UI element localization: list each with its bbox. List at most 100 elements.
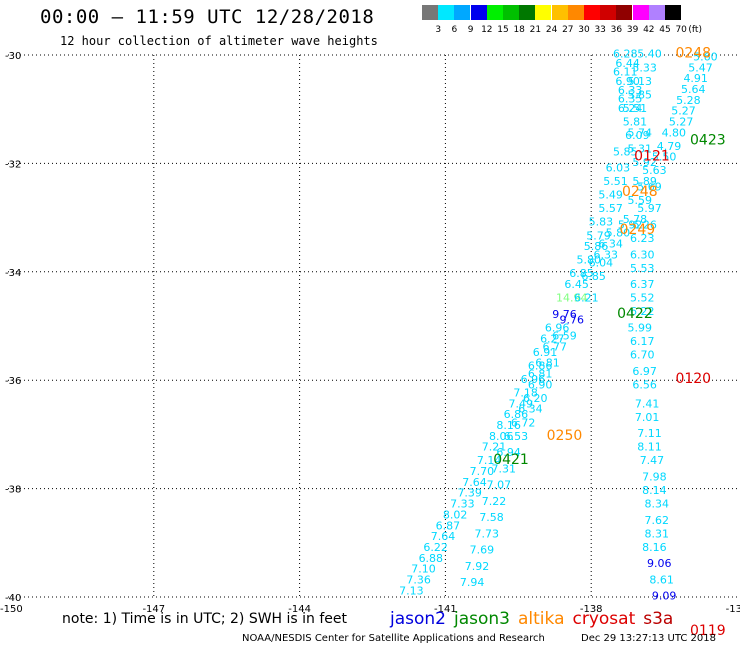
pass-time-label: 0248: [622, 184, 658, 200]
legend-swatch: [454, 5, 471, 20]
x-tick-label: -138: [580, 604, 603, 615]
wave-height-label: 6.28: [613, 48, 638, 61]
legend-swatch: [616, 5, 633, 20]
wave-height-label: 7.10: [411, 563, 436, 576]
legend-level-label: 36: [610, 25, 623, 35]
point-layer: 6.286.446.116.906.336.356.245.816.095.85…: [399, 48, 718, 603]
x-tick-label: -150: [0, 604, 23, 615]
wave-height-label: 6.45: [564, 278, 589, 291]
wave-height-label: 7.39: [457, 487, 482, 500]
legend-swatch: [600, 5, 617, 20]
wave-height-label: 6.59: [552, 330, 577, 343]
wave-height-label: 6.87: [436, 519, 461, 532]
legend-swatch: [648, 5, 665, 20]
legend-level-label: 45: [659, 25, 671, 35]
satellite-label: cryosat: [572, 609, 636, 629]
wave-height-label: 7.31: [491, 462, 516, 475]
wave-height-label: 6.90: [528, 378, 553, 391]
legend-level-label: 9: [467, 25, 474, 35]
wave-height-label: 6.91: [533, 346, 558, 359]
legend-swatch: [665, 5, 681, 20]
wave-height-label: 6.86: [528, 359, 553, 372]
x-tick-label: -144: [288, 604, 311, 615]
wave-height-label: 6.85: [569, 267, 594, 280]
satellite-label: jason2: [390, 609, 446, 629]
wave-height-label: 6.77: [543, 340, 568, 353]
legend-unit-label: (ft): [688, 25, 702, 35]
wave-height-label: 6.34: [598, 237, 623, 250]
wave-height-label: 8.02: [443, 508, 468, 521]
wave-height-label: 7.11: [637, 427, 662, 440]
pass-time-label: 0120: [675, 371, 711, 387]
wave-height-label: 6.86: [504, 408, 529, 421]
wave-height-label: 7.18: [513, 386, 538, 399]
wave-height-label: 8.14: [642, 484, 667, 497]
wave-height-label: 5.33: [632, 61, 657, 74]
legend-level-label: 70: [675, 25, 687, 35]
wave-height-label: 6.33: [618, 84, 643, 97]
wave-height-label: 5.79: [586, 229, 611, 242]
wave-height-label: 7.22: [482, 495, 507, 508]
wave-height-label: 5.83: [589, 216, 614, 229]
wave-height-label: 6.23: [630, 232, 655, 245]
wave-height-label: 5.86: [584, 240, 609, 253]
wave-height-label: 5.52: [630, 292, 655, 305]
wave-height-label: 8.16: [496, 419, 521, 432]
wave-height-label: 6.44: [615, 57, 640, 70]
wave-height-label: 5.27: [669, 115, 694, 128]
wave-height-label: 8.16: [642, 541, 667, 554]
wave-height-label: 6.20: [523, 392, 548, 405]
wave-height-label: 6.96: [521, 373, 546, 386]
wave-height-label: 7.36: [406, 573, 431, 586]
wave-height-label: 9.76: [560, 313, 585, 326]
legend-level-label: 39: [626, 25, 639, 35]
timestamp-text: Dec 29 13:27:13 UTC 2018: [581, 633, 716, 644]
satellite-label: altika: [518, 609, 565, 629]
credit-text: NOAA/NESDIS Center for Satellite Applica…: [242, 633, 545, 644]
legend-level-label: 21: [529, 25, 542, 35]
wave-height-label: 7.70: [470, 465, 495, 478]
pass-time-label: 0121: [634, 149, 670, 165]
wave-height-label: 7.33: [450, 498, 475, 511]
wave-height-label: 4.91: [683, 72, 708, 85]
legend-swatch: [551, 5, 568, 20]
y-tick-label: -34: [5, 268, 21, 279]
wave-height-label: 7.64: [431, 530, 456, 543]
wave-height-label: 6.04: [589, 256, 614, 269]
wave-height-label: 5.85: [613, 145, 638, 158]
wave-height-label: 5.60: [693, 50, 718, 63]
wave-height-label: 6.81: [528, 367, 553, 380]
wave-height-label: 7.14: [477, 454, 502, 467]
wave-height-label: 6.70: [630, 349, 655, 362]
wave-height-label: 6.24: [618, 102, 643, 115]
wave-height-label: 5.81: [623, 115, 648, 128]
grid-layer: [8, 54, 737, 598]
page-subtitle: 12 hour collection of altimeter wave hei…: [60, 34, 378, 48]
units-note: note: 1) Time is in UTC; 2) SWH is in fe…: [62, 611, 348, 627]
wave-height-label: 9.76: [552, 308, 577, 321]
wave-height-label: 5.51: [623, 102, 648, 115]
wave-height-label: 7.07: [487, 479, 512, 492]
legend-swatch: [584, 5, 600, 20]
wave-height-label: 7.94: [460, 576, 485, 589]
legend-level-label: 6: [451, 25, 458, 35]
wave-height-label: 6.53: [504, 430, 529, 443]
wave-height-label: 5.31: [628, 143, 653, 156]
wave-height-label: 6.96: [545, 321, 570, 334]
legend-level-label: 27: [562, 25, 574, 35]
wave-height-label: 7.47: [640, 454, 665, 467]
wave-height-label: 5.13: [628, 75, 653, 88]
wave-height-label: 5.80: [606, 227, 631, 240]
wave-height-label: 7.49: [508, 397, 533, 410]
y-tick-label: -32: [5, 159, 21, 170]
wave-height-label: 6.94: [496, 446, 521, 459]
pass-time-label: 0423: [690, 132, 726, 148]
wave-height-label: 5.92: [618, 218, 643, 231]
wave-height-label: 6.88: [419, 552, 444, 565]
wave-height-label: 6.21: [574, 292, 599, 305]
wave-height-label: 5.51: [603, 175, 628, 188]
wave-height-label: 6.35: [618, 93, 643, 106]
legend-level-label: 42: [643, 25, 655, 35]
wave-height-label: 6.97: [632, 365, 657, 378]
wave-height-label: 5.74: [628, 126, 653, 139]
